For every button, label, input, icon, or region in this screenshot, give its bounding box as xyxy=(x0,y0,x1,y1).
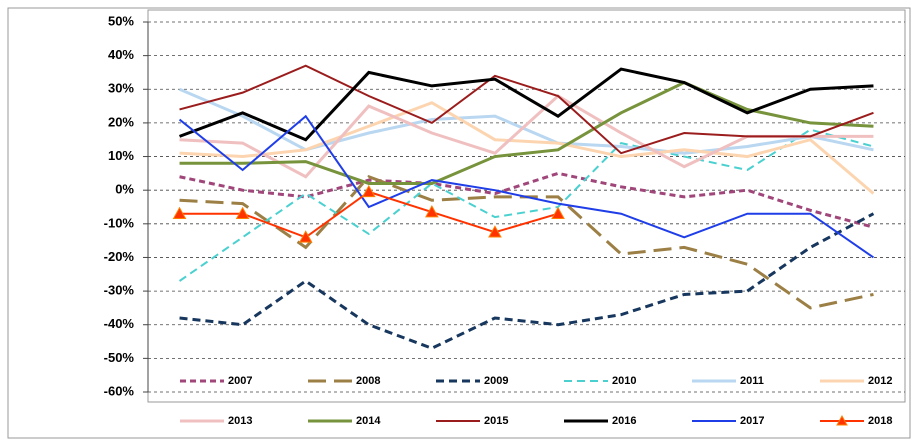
legend-label: 2009 xyxy=(484,375,508,387)
point-marker xyxy=(172,206,187,220)
point-marker xyxy=(551,206,565,220)
legend-label: 2015 xyxy=(484,415,508,427)
legend-label: 2017 xyxy=(740,415,764,427)
legend-label: 2012 xyxy=(868,375,892,387)
series-line xyxy=(179,67,874,142)
y-tick-label: -60% xyxy=(104,383,135,398)
series-line xyxy=(179,101,875,195)
point-marker xyxy=(235,206,250,220)
series-line xyxy=(179,64,874,155)
series-line xyxy=(179,80,874,185)
y-tick-label: -20% xyxy=(104,249,135,264)
y-tick-label: 40% xyxy=(108,47,134,62)
y-tick-label: 0% xyxy=(115,182,134,197)
y-tick-label: -10% xyxy=(104,215,135,230)
legend-label: 2007 xyxy=(228,375,252,387)
point-marker xyxy=(361,184,376,198)
y-tick-label: -50% xyxy=(104,350,135,365)
series-line xyxy=(179,171,874,229)
point-marker xyxy=(425,205,439,218)
legend-label: 2011 xyxy=(740,375,764,387)
legend-label: 2018 xyxy=(868,415,892,427)
y-tick-label: -40% xyxy=(104,316,135,331)
legend-label: 2013 xyxy=(228,415,252,427)
legend-label: 2010 xyxy=(612,375,636,387)
point-marker xyxy=(298,230,313,243)
y-tick-label: 20% xyxy=(108,114,134,129)
point-marker xyxy=(488,225,502,238)
series-line xyxy=(178,114,875,259)
legend-marker xyxy=(836,414,848,426)
y-tick-label: -30% xyxy=(104,283,135,298)
y-tick-label: 50% xyxy=(108,13,134,28)
chart-frame xyxy=(7,7,911,439)
y-tick-label: 30% xyxy=(108,81,134,96)
legend-label: 2008 xyxy=(356,375,380,387)
legend-label: 2014 xyxy=(356,415,381,427)
y-tick-label: 10% xyxy=(108,148,134,163)
legend-label: 2016 xyxy=(612,415,636,427)
series-line xyxy=(178,87,874,155)
